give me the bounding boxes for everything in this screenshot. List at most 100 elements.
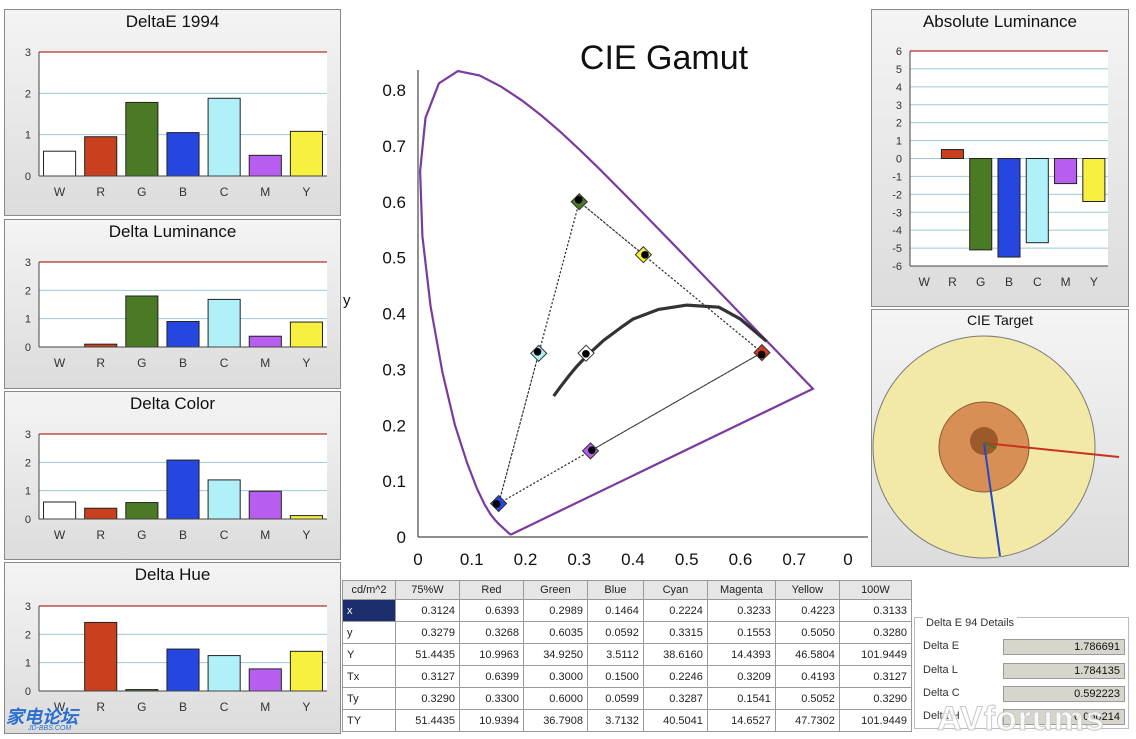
x-tick-label: C [220, 185, 229, 199]
table-cell: 40.5041 [642, 709, 708, 732]
deltae-panel: DeltaE 1994 0 1 2 3 W R G B C M Y [4, 9, 341, 216]
cie-target-panel: CIE Target [871, 309, 1129, 567]
table-col-header: Red [458, 580, 524, 600]
details-title: Delta E 94 Details [923, 617, 1018, 629]
table-cell: 0.5052 [774, 687, 840, 710]
cie-target-chart [872, 335, 1120, 559]
gamut-triangle-edge [498, 450, 591, 505]
x-tick-label: Y [302, 528, 310, 542]
target-blue-vector [983, 442, 1001, 557]
gamut-y-tick: 0.8 [382, 81, 406, 100]
detail-value-delta-l: 1.784135 [1003, 663, 1125, 679]
table-cell: 51.4435 [395, 643, 460, 666]
table-col-header: Cyan [642, 580, 708, 600]
deltaluminance-panel: Delta Luminance 0 1 2 3 W R G B C M Y [4, 219, 341, 389]
table-row: y 0.3279 0.3268 0.6035 0.0592 0.3315 0.1553 0.5… [342, 621, 913, 644]
x-tick-label: B [1005, 275, 1013, 289]
table-row: TY 51.4435 10.9394 36.7908 3.7132 40.5041 14.6… [342, 709, 913, 732]
detail-label-delta-h: Delta H [923, 710, 960, 722]
x-tick-label: C [220, 700, 229, 714]
measured-point-C [533, 347, 542, 356]
deltahue-chart: 0 1 2 3 W R G B C M Y [25, 601, 327, 714]
table-cell: 3.5112 [586, 643, 644, 666]
spectral-locus [418, 69, 815, 536]
table-row-label: Tx [342, 665, 396, 688]
table-cell: 46.5804 [774, 643, 840, 666]
table-cell: 0.6399 [458, 665, 524, 688]
table-col-header: 100W [838, 580, 913, 600]
bar-Y [289, 650, 323, 692]
planckian-locus [552, 303, 768, 398]
cie-target-title: CIE Target [967, 312, 1033, 328]
gamut-triangle-edge [578, 201, 763, 354]
y-tick-label: 1 [896, 136, 902, 148]
table-cell: 0.5050 [774, 621, 840, 644]
bar-B [166, 321, 200, 348]
absolute-luminance-panel: Absolute Luminance -6 -5 -4 -3 -2 -1 0 1 2 3 4 5 6 W R… [871, 9, 1129, 307]
table-cell: 0.4193 [774, 665, 840, 688]
x-tick-label: C [1033, 275, 1042, 289]
table-unit-header: cd/m^2 [342, 580, 396, 600]
gamut-y-tick: 0.5 [382, 249, 406, 268]
table-col-header: Blue [586, 580, 644, 600]
table-cell: 0.3315 [642, 621, 708, 644]
bar-G [125, 101, 159, 177]
bar-M [248, 490, 282, 520]
x-tick-label: C [220, 356, 229, 370]
table-cell: 10.9394 [458, 709, 524, 732]
table-cell: 0.0592 [586, 621, 644, 644]
table-cell: 0.3300 [458, 687, 524, 710]
y-tick-label: 3 [896, 100, 902, 112]
absolute-luminance-title: Absolute Luminance [922, 12, 1078, 31]
x-tick-label: G [976, 275, 985, 289]
gamut-triangle-edge [643, 254, 763, 354]
table-row-label: x [342, 599, 396, 622]
table-cell: 0.3000 [522, 665, 588, 688]
table-cell: 0.3233 [706, 599, 776, 622]
table-cell: 0.3124 [395, 599, 460, 622]
table-cell: 0.1500 [586, 665, 644, 688]
bar-W [43, 150, 77, 177]
measured-point-W [582, 349, 590, 358]
y-tick-label: 0 [25, 686, 31, 698]
x-tick-label: M [260, 700, 270, 714]
x-tick-label: G [137, 700, 146, 714]
y-tick-label: 2 [25, 457, 31, 469]
table-cell: 0.3209 [706, 665, 776, 688]
x-tick-label: Y [302, 700, 310, 714]
gamut-x-tick: 0.7 [782, 550, 806, 569]
y-tick-label: 0 [25, 514, 31, 526]
x-tick-label: W [54, 700, 66, 714]
y-tick-label: 1 [25, 658, 31, 670]
deltahue-title: Delta Hue [134, 565, 211, 584]
table-cell: 0.0599 [586, 687, 644, 710]
y-tick-label: -3 [892, 207, 902, 219]
gamut-x-tick: 0.6 [729, 550, 753, 569]
table-cell: 0.3290 [838, 687, 913, 710]
x-tick-label: W [54, 356, 66, 370]
table-cell: 10.9963 [458, 643, 524, 666]
gamut-x-tick: 0.3 [567, 550, 591, 569]
gamut-triangle-edge [498, 353, 540, 504]
bar-C [207, 655, 241, 692]
cie-gamut-chart: CIE Gamut y 0 0.1 0.2 0.3 0.4 0.5 0.6 0.7 0.8 0 0.1 0… [343, 39, 868, 569]
table-cell: 47.7302 [774, 709, 840, 732]
bar-M [248, 335, 282, 348]
watermark-logo-left: 家电论坛 JD-BBS.COM [6, 703, 78, 732]
table-cell: 0.3127 [838, 665, 913, 688]
bar-Y [289, 515, 323, 520]
bar-B [997, 158, 1021, 258]
detail-label-delta-c: Delta C [923, 687, 960, 699]
table-cell: 14.6527 [706, 709, 776, 732]
x-tick-label: R [96, 700, 105, 714]
gamut-y-tick: 0.3 [382, 360, 406, 379]
deltaluminance-chart: 0 1 2 3 W R G B C M Y [25, 257, 327, 370]
table-col-header: Green [522, 580, 588, 600]
measured-point-R [757, 350, 766, 359]
bar-Y [289, 321, 323, 348]
bar-M [248, 668, 282, 692]
table-cell: 0.1541 [706, 687, 776, 710]
table-cell: 0.2246 [642, 665, 708, 688]
bar-C [207, 479, 241, 520]
x-tick-label: W [918, 275, 930, 289]
